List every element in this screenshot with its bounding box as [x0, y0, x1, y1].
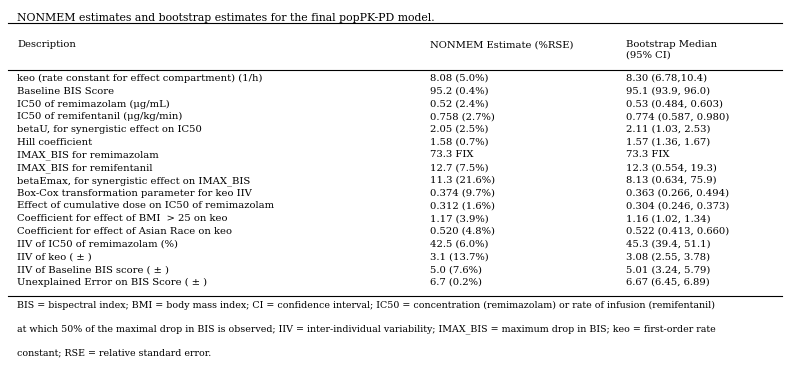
Text: NONMEM Estimate (%RSE): NONMEM Estimate (%RSE) [430, 40, 574, 49]
Text: 0.312 (1.6%): 0.312 (1.6%) [430, 201, 495, 210]
Text: Unexplained Error on BIS Score ( ± ): Unexplained Error on BIS Score ( ± ) [17, 278, 207, 287]
Text: 1.16 (1.02, 1.34): 1.16 (1.02, 1.34) [626, 214, 710, 223]
Text: at which 50% of the maximal drop in BIS is observed; IIV = inter-individual vari: at which 50% of the maximal drop in BIS … [17, 324, 716, 334]
Text: IMAX_BIS for remimazolam: IMAX_BIS for remimazolam [17, 150, 159, 160]
Text: 8.30 (6.78,10.4): 8.30 (6.78,10.4) [626, 74, 707, 83]
Text: constant; RSE = relative standard error.: constant; RSE = relative standard error. [17, 348, 212, 357]
Text: IIV of Baseline BIS score ( ± ): IIV of Baseline BIS score ( ± ) [17, 265, 169, 274]
Text: 11.3 (21.6%): 11.3 (21.6%) [430, 176, 495, 185]
Text: Coefficient for effect of Asian Race on keo: Coefficient for effect of Asian Race on … [17, 227, 232, 236]
Text: 1.58 (0.7%): 1.58 (0.7%) [430, 138, 488, 147]
Text: 12.7 (7.5%): 12.7 (7.5%) [430, 163, 488, 172]
Text: 8.08 (5.0%): 8.08 (5.0%) [430, 74, 488, 83]
Text: Baseline BIS Score: Baseline BIS Score [17, 87, 115, 95]
Text: Bootstrap Median
(95% CI): Bootstrap Median (95% CI) [626, 40, 717, 60]
Text: 42.5 (6.0%): 42.5 (6.0%) [430, 240, 488, 249]
Text: NONMEM estimates and bootstrap estimates for the final popPK-PD model.: NONMEM estimates and bootstrap estimates… [17, 13, 434, 22]
Text: 3.1 (13.7%): 3.1 (13.7%) [430, 253, 488, 261]
Text: 0.520 (4.8%): 0.520 (4.8%) [430, 227, 495, 236]
Text: 1.57 (1.36, 1.67): 1.57 (1.36, 1.67) [626, 138, 710, 147]
Text: Description: Description [17, 40, 76, 49]
Text: 0.363 (0.266, 0.494): 0.363 (0.266, 0.494) [626, 189, 729, 198]
Text: betaEmax, for synergistic effect on IMAX_BIS: betaEmax, for synergistic effect on IMAX… [17, 176, 250, 186]
Text: BIS = bispectral index; BMI = body mass index; CI = confidence interval; IC50 = : BIS = bispectral index; BMI = body mass … [17, 301, 715, 310]
Text: IIV of IC50 of remimazolam (%): IIV of IC50 of remimazolam (%) [17, 240, 179, 249]
Text: 73.3 FIX: 73.3 FIX [626, 150, 669, 159]
Text: betaU, for synergistic effect on IC50: betaU, for synergistic effect on IC50 [17, 125, 202, 134]
Text: 1.17 (3.9%): 1.17 (3.9%) [430, 214, 488, 223]
Text: 3.08 (2.55, 3.78): 3.08 (2.55, 3.78) [626, 253, 710, 261]
Text: 5.01 (3.24, 5.79): 5.01 (3.24, 5.79) [626, 265, 710, 274]
Text: 6.67 (6.45, 6.89): 6.67 (6.45, 6.89) [626, 278, 709, 287]
Text: IC50 of remifentanil (μg/kg/min): IC50 of remifentanil (μg/kg/min) [17, 112, 182, 121]
Text: 0.52 (2.4%): 0.52 (2.4%) [430, 100, 488, 109]
Text: IC50 of remimazolam (μg/mL): IC50 of remimazolam (μg/mL) [17, 100, 170, 109]
Text: 95.2 (0.4%): 95.2 (0.4%) [430, 87, 488, 95]
Text: IMAX_BIS for remifentanil: IMAX_BIS for remifentanil [17, 163, 152, 173]
Text: Coefficient for effect of BMI  > 25 on keo: Coefficient for effect of BMI > 25 on ke… [17, 214, 228, 223]
Text: 0.374 (9.7%): 0.374 (9.7%) [430, 189, 495, 198]
Text: 0.304 (0.246, 0.373): 0.304 (0.246, 0.373) [626, 201, 729, 210]
Text: 73.3 FIX: 73.3 FIX [430, 150, 473, 159]
Text: 2.05 (2.5%): 2.05 (2.5%) [430, 125, 488, 134]
Text: Effect of cumulative dose on IC50 of remimazolam: Effect of cumulative dose on IC50 of rem… [17, 201, 274, 210]
Text: Hill coefficient: Hill coefficient [17, 138, 92, 147]
Text: 95.1 (93.9, 96.0): 95.1 (93.9, 96.0) [626, 87, 710, 95]
Text: 8.13 (0.634, 75.9): 8.13 (0.634, 75.9) [626, 176, 717, 185]
Text: 5.0 (7.6%): 5.0 (7.6%) [430, 265, 482, 274]
Text: 0.758 (2.7%): 0.758 (2.7%) [430, 112, 495, 121]
Text: 0.522 (0.413, 0.660): 0.522 (0.413, 0.660) [626, 227, 729, 236]
Text: 0.53 (0.484, 0.603): 0.53 (0.484, 0.603) [626, 100, 723, 109]
Text: 0.774 (0.587, 0.980): 0.774 (0.587, 0.980) [626, 112, 729, 121]
Text: 45.3 (39.4, 51.1): 45.3 (39.4, 51.1) [626, 240, 710, 249]
Text: Box-Cox transformation parameter for keo IIV: Box-Cox transformation parameter for keo… [17, 189, 252, 198]
Text: 2.11 (1.03, 2.53): 2.11 (1.03, 2.53) [626, 125, 710, 134]
Text: 12.3 (0.554, 19.3): 12.3 (0.554, 19.3) [626, 163, 717, 172]
Text: keo (rate constant for effect compartment) (1/h): keo (rate constant for effect compartmen… [17, 74, 263, 83]
Text: 6.7 (0.2%): 6.7 (0.2%) [430, 278, 482, 287]
Text: IIV of keo ( ± ): IIV of keo ( ± ) [17, 253, 92, 261]
